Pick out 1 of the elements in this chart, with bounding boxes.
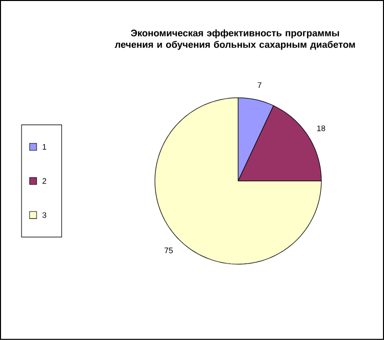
chart-title: Экономическая эффективность программы лечения и обучения больных сахарным диабетом xyxy=(114,29,355,50)
